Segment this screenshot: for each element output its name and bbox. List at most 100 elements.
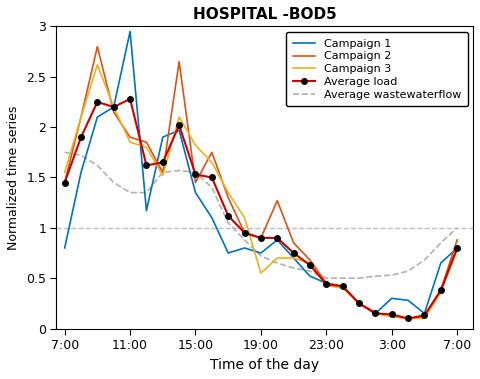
Average wastewaterflow (225, 221, 230, 225)
Title: HOSPITAL -BOD5: HOSPITAL -BOD5 (192, 8, 336, 22)
Average wastewaterflow (257, 254, 263, 258)
Average load (208, 175, 214, 180)
Average load (159, 160, 165, 164)
Campaign 3 (176, 115, 181, 119)
Average load (404, 316, 410, 321)
Campaign 3 (290, 256, 296, 260)
Average wastewaterflow (61, 150, 67, 155)
Average load (437, 288, 443, 293)
Campaign 2 (176, 60, 181, 64)
Campaign 1 (274, 238, 279, 242)
Average load (355, 301, 361, 305)
Campaign 3 (420, 316, 426, 321)
Campaign 2 (78, 115, 84, 119)
Campaign 1 (372, 311, 377, 316)
Campaign 3 (274, 256, 279, 260)
Line: Campaign 2: Campaign 2 (64, 47, 456, 318)
Campaign 3 (388, 314, 394, 319)
Campaign 3 (437, 290, 443, 294)
Campaign 2 (61, 180, 67, 185)
Campaign 1 (143, 208, 149, 213)
Average wastewaterflow (290, 266, 296, 270)
Average load (225, 213, 230, 218)
Campaign 2 (143, 140, 149, 144)
Average wastewaterflow (372, 274, 377, 279)
Campaign 3 (94, 63, 100, 67)
Campaign 2 (323, 281, 328, 285)
Campaign 3 (257, 271, 263, 276)
Campaign 2 (355, 301, 361, 305)
Average wastewaterflow (437, 241, 443, 245)
Average load (388, 312, 394, 317)
Campaign 3 (143, 145, 149, 150)
Average wastewaterflow (94, 163, 100, 168)
Average wastewaterflow (208, 185, 214, 190)
Average wastewaterflow (404, 269, 410, 273)
Campaign 2 (127, 135, 132, 139)
Campaign 3 (225, 190, 230, 195)
Line: Average wastewaterflow: Average wastewaterflow (64, 152, 456, 278)
Campaign 2 (159, 170, 165, 175)
Campaign 1 (388, 296, 394, 301)
Average load (420, 313, 426, 318)
Average wastewaterflow (420, 258, 426, 262)
Average wastewaterflow (355, 276, 361, 280)
Campaign 1 (110, 105, 116, 109)
Average wastewaterflow (110, 180, 116, 185)
Campaign 3 (127, 140, 132, 144)
Campaign 1 (208, 216, 214, 220)
Campaign 1 (176, 128, 181, 132)
Campaign 2 (404, 316, 410, 321)
Campaign 1 (192, 190, 198, 195)
Campaign 3 (78, 115, 84, 119)
Campaign 2 (372, 310, 377, 315)
Average load (143, 163, 149, 168)
Average load (274, 236, 279, 240)
Campaign 2 (241, 230, 247, 235)
Campaign 1 (437, 261, 443, 265)
Campaign 1 (127, 29, 132, 34)
Campaign 2 (388, 314, 394, 319)
Y-axis label: Normalized time series: Normalized time series (8, 105, 21, 250)
Campaign 3 (110, 105, 116, 109)
Campaign 1 (94, 115, 100, 119)
Campaign 1 (323, 281, 328, 285)
Campaign 3 (404, 316, 410, 321)
Campaign 2 (110, 110, 116, 114)
Average load (339, 284, 345, 288)
X-axis label: Time of the day: Time of the day (210, 357, 319, 371)
Average wastewaterflow (159, 170, 165, 175)
Average wastewaterflow (323, 276, 328, 280)
Campaign 1 (257, 251, 263, 255)
Campaign 1 (78, 170, 84, 175)
Campaign 3 (453, 248, 459, 252)
Campaign 1 (159, 135, 165, 139)
Campaign 1 (453, 246, 459, 250)
Average wastewaterflow (176, 168, 181, 173)
Average load (78, 135, 84, 139)
Average wastewaterflow (143, 190, 149, 195)
Campaign 3 (192, 143, 198, 147)
Campaign 2 (290, 241, 296, 245)
Campaign 3 (355, 301, 361, 305)
Average wastewaterflow (339, 276, 345, 280)
Campaign 1 (420, 311, 426, 316)
Campaign 2 (208, 150, 214, 155)
Average load (306, 263, 312, 267)
Campaign 1 (404, 298, 410, 302)
Campaign 2 (94, 44, 100, 49)
Line: Campaign 3: Campaign 3 (64, 65, 456, 318)
Campaign 2 (257, 236, 263, 240)
Campaign 1 (339, 284, 345, 288)
Campaign 2 (274, 198, 279, 203)
Line: Campaign 1: Campaign 1 (64, 31, 456, 313)
Campaign 1 (61, 246, 67, 250)
Average wastewaterflow (241, 238, 247, 242)
Average load (257, 236, 263, 240)
Campaign 2 (306, 258, 312, 262)
Campaign 1 (306, 274, 312, 279)
Campaign 3 (323, 283, 328, 288)
Average load (192, 172, 198, 177)
Average wastewaterflow (127, 190, 132, 195)
Campaign 1 (290, 256, 296, 260)
